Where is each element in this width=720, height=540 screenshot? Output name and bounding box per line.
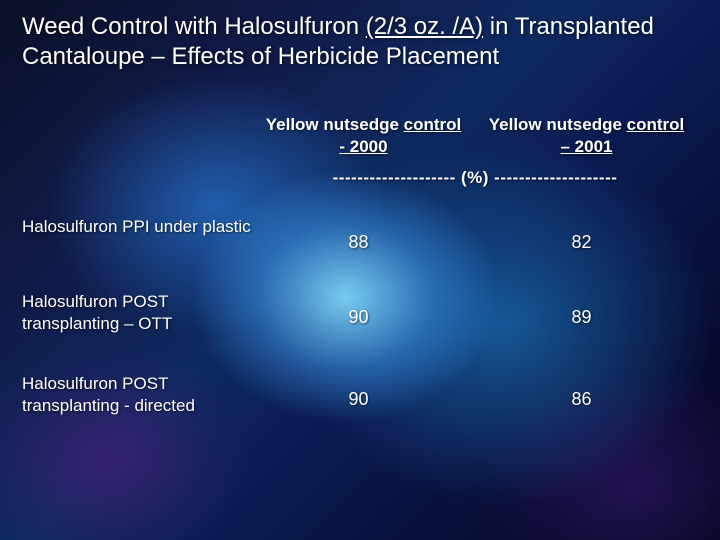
cell-r3c2: 86	[475, 373, 698, 410]
value-r1c1: 88	[349, 232, 379, 253]
table-row: Halosulfuron POST transplanting – OTT 90…	[22, 291, 698, 335]
table-row: Halosulfuron POST transplanting - direct…	[22, 373, 698, 417]
col1-label: Yellow nutsedge	[266, 115, 404, 134]
value-r2c1: 90	[349, 307, 379, 328]
row-label-1: Halosulfuron PPI under plastic	[22, 216, 252, 238]
value-r3c1: 90	[349, 389, 379, 410]
units-spacer	[22, 168, 252, 188]
value-r3c2: 86	[572, 389, 602, 410]
cell-r1c2: 82	[475, 216, 698, 253]
cell-r1c1: 88	[252, 216, 475, 253]
title-pre: Weed Control with Halosulfuron	[22, 13, 366, 40]
slide-title: Weed Control with Halosulfuron (2/3 oz. …	[22, 12, 698, 72]
cell-r2c1: 90	[252, 291, 475, 328]
table-row: Halosulfuron PPI under plastic 88 82	[22, 216, 698, 253]
header-spacer	[22, 114, 252, 158]
row-label-2: Halosulfuron POST transplanting – OTT	[22, 291, 252, 335]
units-label: -------------------- (%) ---------------…	[252, 168, 698, 188]
units-row: -------------------- (%) ---------------…	[22, 168, 698, 188]
value-r2c2: 89	[572, 307, 602, 328]
value-r1c2: 82	[572, 232, 602, 253]
col1-label-ul: control	[404, 115, 462, 134]
slide: Weed Control with Halosulfuron (2/3 oz. …	[0, 0, 720, 540]
column-header-1: Yellow nutsedge control - 2000	[252, 114, 475, 158]
col2-label-ul: control	[627, 115, 685, 134]
column-header-2: Yellow nutsedge control – 2001	[475, 114, 698, 158]
col2-sub-ul: – 2001	[561, 137, 613, 156]
cell-r2c2: 89	[475, 291, 698, 328]
row-label-3: Halosulfuron POST transplanting - direct…	[22, 373, 252, 417]
cell-r3c1: 90	[252, 373, 475, 410]
table-header-row: Yellow nutsedge control - 2000 Yellow nu…	[22, 114, 698, 158]
title-underlined: (2/3 oz. /A)	[366, 13, 483, 40]
col1-sub-ul: - 2000	[339, 137, 387, 156]
col2-label: Yellow nutsedge	[489, 115, 627, 134]
data-table: Yellow nutsedge control - 2000 Yellow nu…	[22, 114, 698, 418]
